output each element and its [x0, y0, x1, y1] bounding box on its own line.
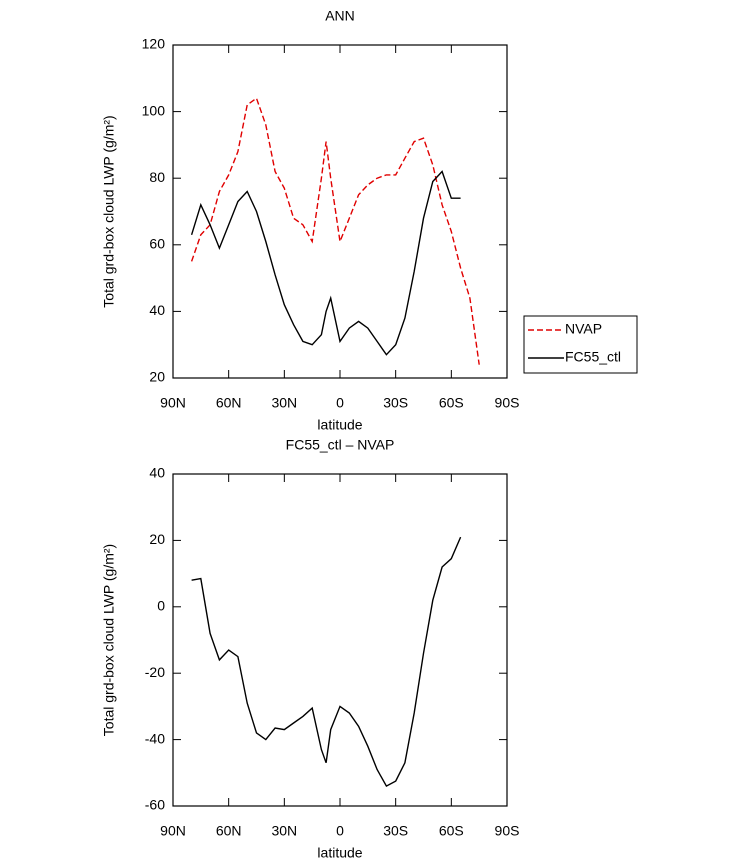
x-tick-label: 0 [336, 823, 344, 839]
x-tick-label: 90S [495, 823, 520, 839]
y-tick-label: 20 [149, 531, 165, 547]
x-tick-label: 30S [383, 395, 408, 411]
chart-title: ANN [325, 8, 355, 24]
y-tick-label: 40 [149, 302, 165, 318]
x-axis-label: latitude [317, 845, 362, 861]
y-tick-label: 100 [142, 102, 166, 118]
y-tick-label: 120 [142, 36, 166, 52]
x-tick-label: 90S [495, 395, 520, 411]
x-tick-label: 0 [336, 395, 344, 411]
legend-box [523, 315, 638, 374]
y-tick-label: -60 [145, 797, 165, 813]
x-tick-label: 30N [271, 395, 297, 411]
y-tick-label: 80 [149, 169, 165, 185]
legend-label: FC55_ctl [565, 349, 621, 365]
x-tick-label: 60N [216, 823, 242, 839]
y-tick-label: 0 [157, 598, 165, 614]
chart-title: FC55_ctl – NVAP [286, 437, 395, 453]
y-tick-label: 20 [149, 369, 165, 385]
x-tick-label: 90N [160, 395, 186, 411]
plot-frame [172, 44, 508, 379]
data-line [190, 97, 480, 365]
x-tick-label: 30S [383, 823, 408, 839]
y-tick-label: -40 [145, 730, 165, 746]
x-tick-label: 30N [271, 823, 297, 839]
x-tick-label: 90N [160, 823, 186, 839]
x-tick-label: 60S [439, 823, 464, 839]
data-line [190, 170, 461, 356]
x-tick-label: 60N [216, 395, 242, 411]
y-tick-label: 60 [149, 236, 165, 252]
plot-frame [172, 473, 508, 807]
y-axis-label: Total grd-box cloud LWP (g/m²) [101, 115, 117, 307]
y-axis-label: Total grd-box cloud LWP (g/m²) [101, 544, 117, 736]
y-tick-label: 40 [149, 465, 165, 481]
x-tick-label: 60S [439, 395, 464, 411]
y-tick-label: -20 [145, 664, 165, 680]
x-axis-label: latitude [317, 417, 362, 433]
data-line [191, 536, 462, 788]
legend-label: NVAP [565, 321, 602, 337]
